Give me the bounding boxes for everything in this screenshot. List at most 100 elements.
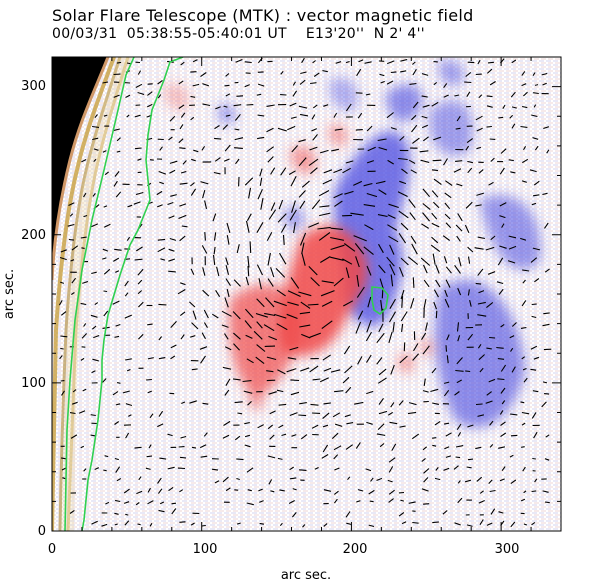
field-vector [366,421,373,425]
field-vector [81,159,87,163]
field-vector [298,291,312,297]
field-vector [178,214,187,220]
field-vector [102,81,109,84]
field-vector [301,333,311,339]
field-vector [363,182,373,187]
field-vector [93,148,99,151]
field-vector [202,289,210,297]
field-vector [179,147,186,149]
field-vector [489,81,496,86]
field-vector [498,288,504,295]
field-vector [334,200,343,207]
field-vector [366,125,373,132]
field-vector [266,146,275,153]
field-vector [69,509,75,514]
field-vector [510,347,514,352]
field-vector [523,146,527,151]
field-vector [310,277,320,287]
field-vector [133,201,141,205]
field-vector [202,103,211,107]
field-vector [253,330,263,340]
field-vector [265,297,275,308]
field-vector [277,369,286,375]
field-vector [419,150,429,153]
field-vector [421,223,429,229]
field-vector [202,267,206,276]
field-vector [180,112,186,118]
field-vector [94,467,100,470]
field-vector [533,180,540,186]
field-vector [467,458,474,461]
field-vector [398,232,407,244]
field-vector [80,236,87,239]
field-vector [500,323,505,328]
field-vector [534,145,539,151]
field-vector [487,271,496,275]
field-vector [189,400,197,404]
field-vector [234,401,243,404]
field-vector [102,378,107,383]
field-vector [147,91,153,96]
field-vector [379,73,385,77]
field-vector [114,171,120,177]
field-vector [432,444,437,447]
field-vector [545,434,550,438]
field-vector [498,116,504,119]
field-vector [342,167,351,174]
field-vector [411,124,418,133]
field-vector [215,290,221,297]
field-vector [149,523,153,527]
field-vector [387,60,395,65]
field-vector [233,332,241,340]
field-vector [103,268,111,275]
field-vector [125,432,130,439]
field-vector [302,524,306,528]
field-vector [267,156,274,163]
neutral-line [371,286,389,316]
field-vector [443,256,448,264]
field-vector [114,499,121,503]
field-vector [354,401,364,405]
field-vector [292,488,297,491]
y-tick-label: 100 [21,376,46,391]
field-vector [489,336,496,339]
field-vector [234,113,241,121]
field-vector [398,400,404,406]
field-vector [68,238,74,241]
field-vector [180,61,185,66]
field-vector [431,169,439,172]
field-vector [435,310,438,319]
field-vector [158,303,167,306]
field-vector [93,158,97,162]
field-vector [431,101,439,107]
y-tick-label: 200 [21,228,46,243]
field-vector [92,125,100,128]
field-vector [258,278,262,290]
field-vector [137,158,142,161]
field-vector [127,204,133,208]
field-vector [533,104,537,108]
field-vector [83,214,88,218]
field-vector [502,104,506,109]
field-vector [543,312,550,315]
field-vector [158,357,166,360]
field-vector [201,145,206,151]
field-vector [112,391,119,396]
field-vector [508,159,514,162]
field-vector [159,181,164,185]
field-vector [266,370,274,373]
field-vector [478,290,485,294]
field-vector [191,322,199,330]
field-vector [422,345,430,355]
field-vector [257,83,265,87]
field-vector [456,183,463,187]
field-vector [531,521,536,526]
field-vector [298,157,307,167]
field-vector [432,521,439,524]
field-vector [114,335,120,338]
field-vector [102,248,109,252]
field-vector [465,201,473,209]
field-vector [522,466,526,472]
field-vector [500,364,507,372]
field-vector [444,446,450,450]
